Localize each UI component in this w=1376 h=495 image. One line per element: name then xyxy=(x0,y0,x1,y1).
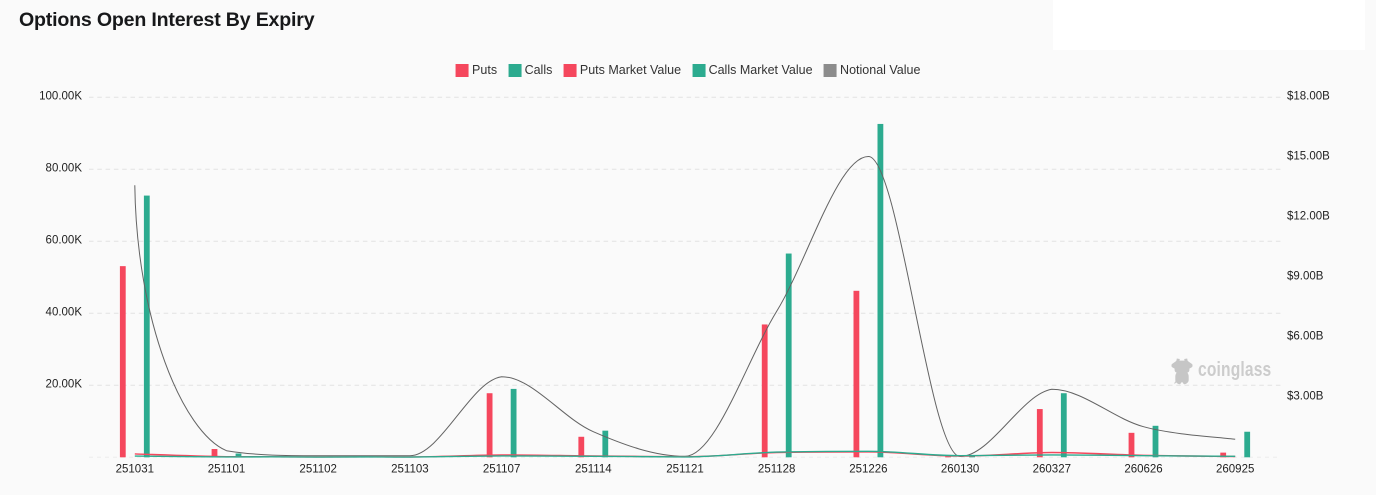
svg-text:$15.00B: $15.00B xyxy=(1287,151,1330,163)
svg-text:251114: 251114 xyxy=(575,464,612,476)
svg-text:$6.00B: $6.00B xyxy=(1287,331,1324,343)
svg-text:251121: 251121 xyxy=(666,464,704,476)
svg-text:$3.00B: $3.00B xyxy=(1287,391,1324,403)
svg-text:100.00K: 100.00K xyxy=(39,91,82,103)
svg-text:60.00K: 60.00K xyxy=(46,235,83,247)
svg-text:251107: 251107 xyxy=(483,464,521,476)
svg-text:$18.00B: $18.00B xyxy=(1287,91,1330,103)
svg-text:251102: 251102 xyxy=(299,464,337,476)
svg-text:$9.00B: $9.00B xyxy=(1287,271,1324,283)
svg-text:251226: 251226 xyxy=(849,464,887,476)
svg-text:80.00K: 80.00K xyxy=(46,163,83,175)
svg-text:20.00K: 20.00K xyxy=(46,379,83,391)
svg-text:251031: 251031 xyxy=(116,464,154,476)
svg-text:260327: 260327 xyxy=(1033,464,1071,476)
svg-text:251128: 251128 xyxy=(758,464,796,476)
svg-text:260925: 260925 xyxy=(1216,464,1254,476)
svg-text:251103: 251103 xyxy=(391,464,429,476)
svg-text:$12.00B: $12.00B xyxy=(1287,211,1330,223)
svg-text:260626: 260626 xyxy=(1124,464,1162,476)
svg-text:40.00K: 40.00K xyxy=(46,307,83,319)
svg-text:260130: 260130 xyxy=(941,464,979,476)
svg-text:251101: 251101 xyxy=(208,464,246,476)
